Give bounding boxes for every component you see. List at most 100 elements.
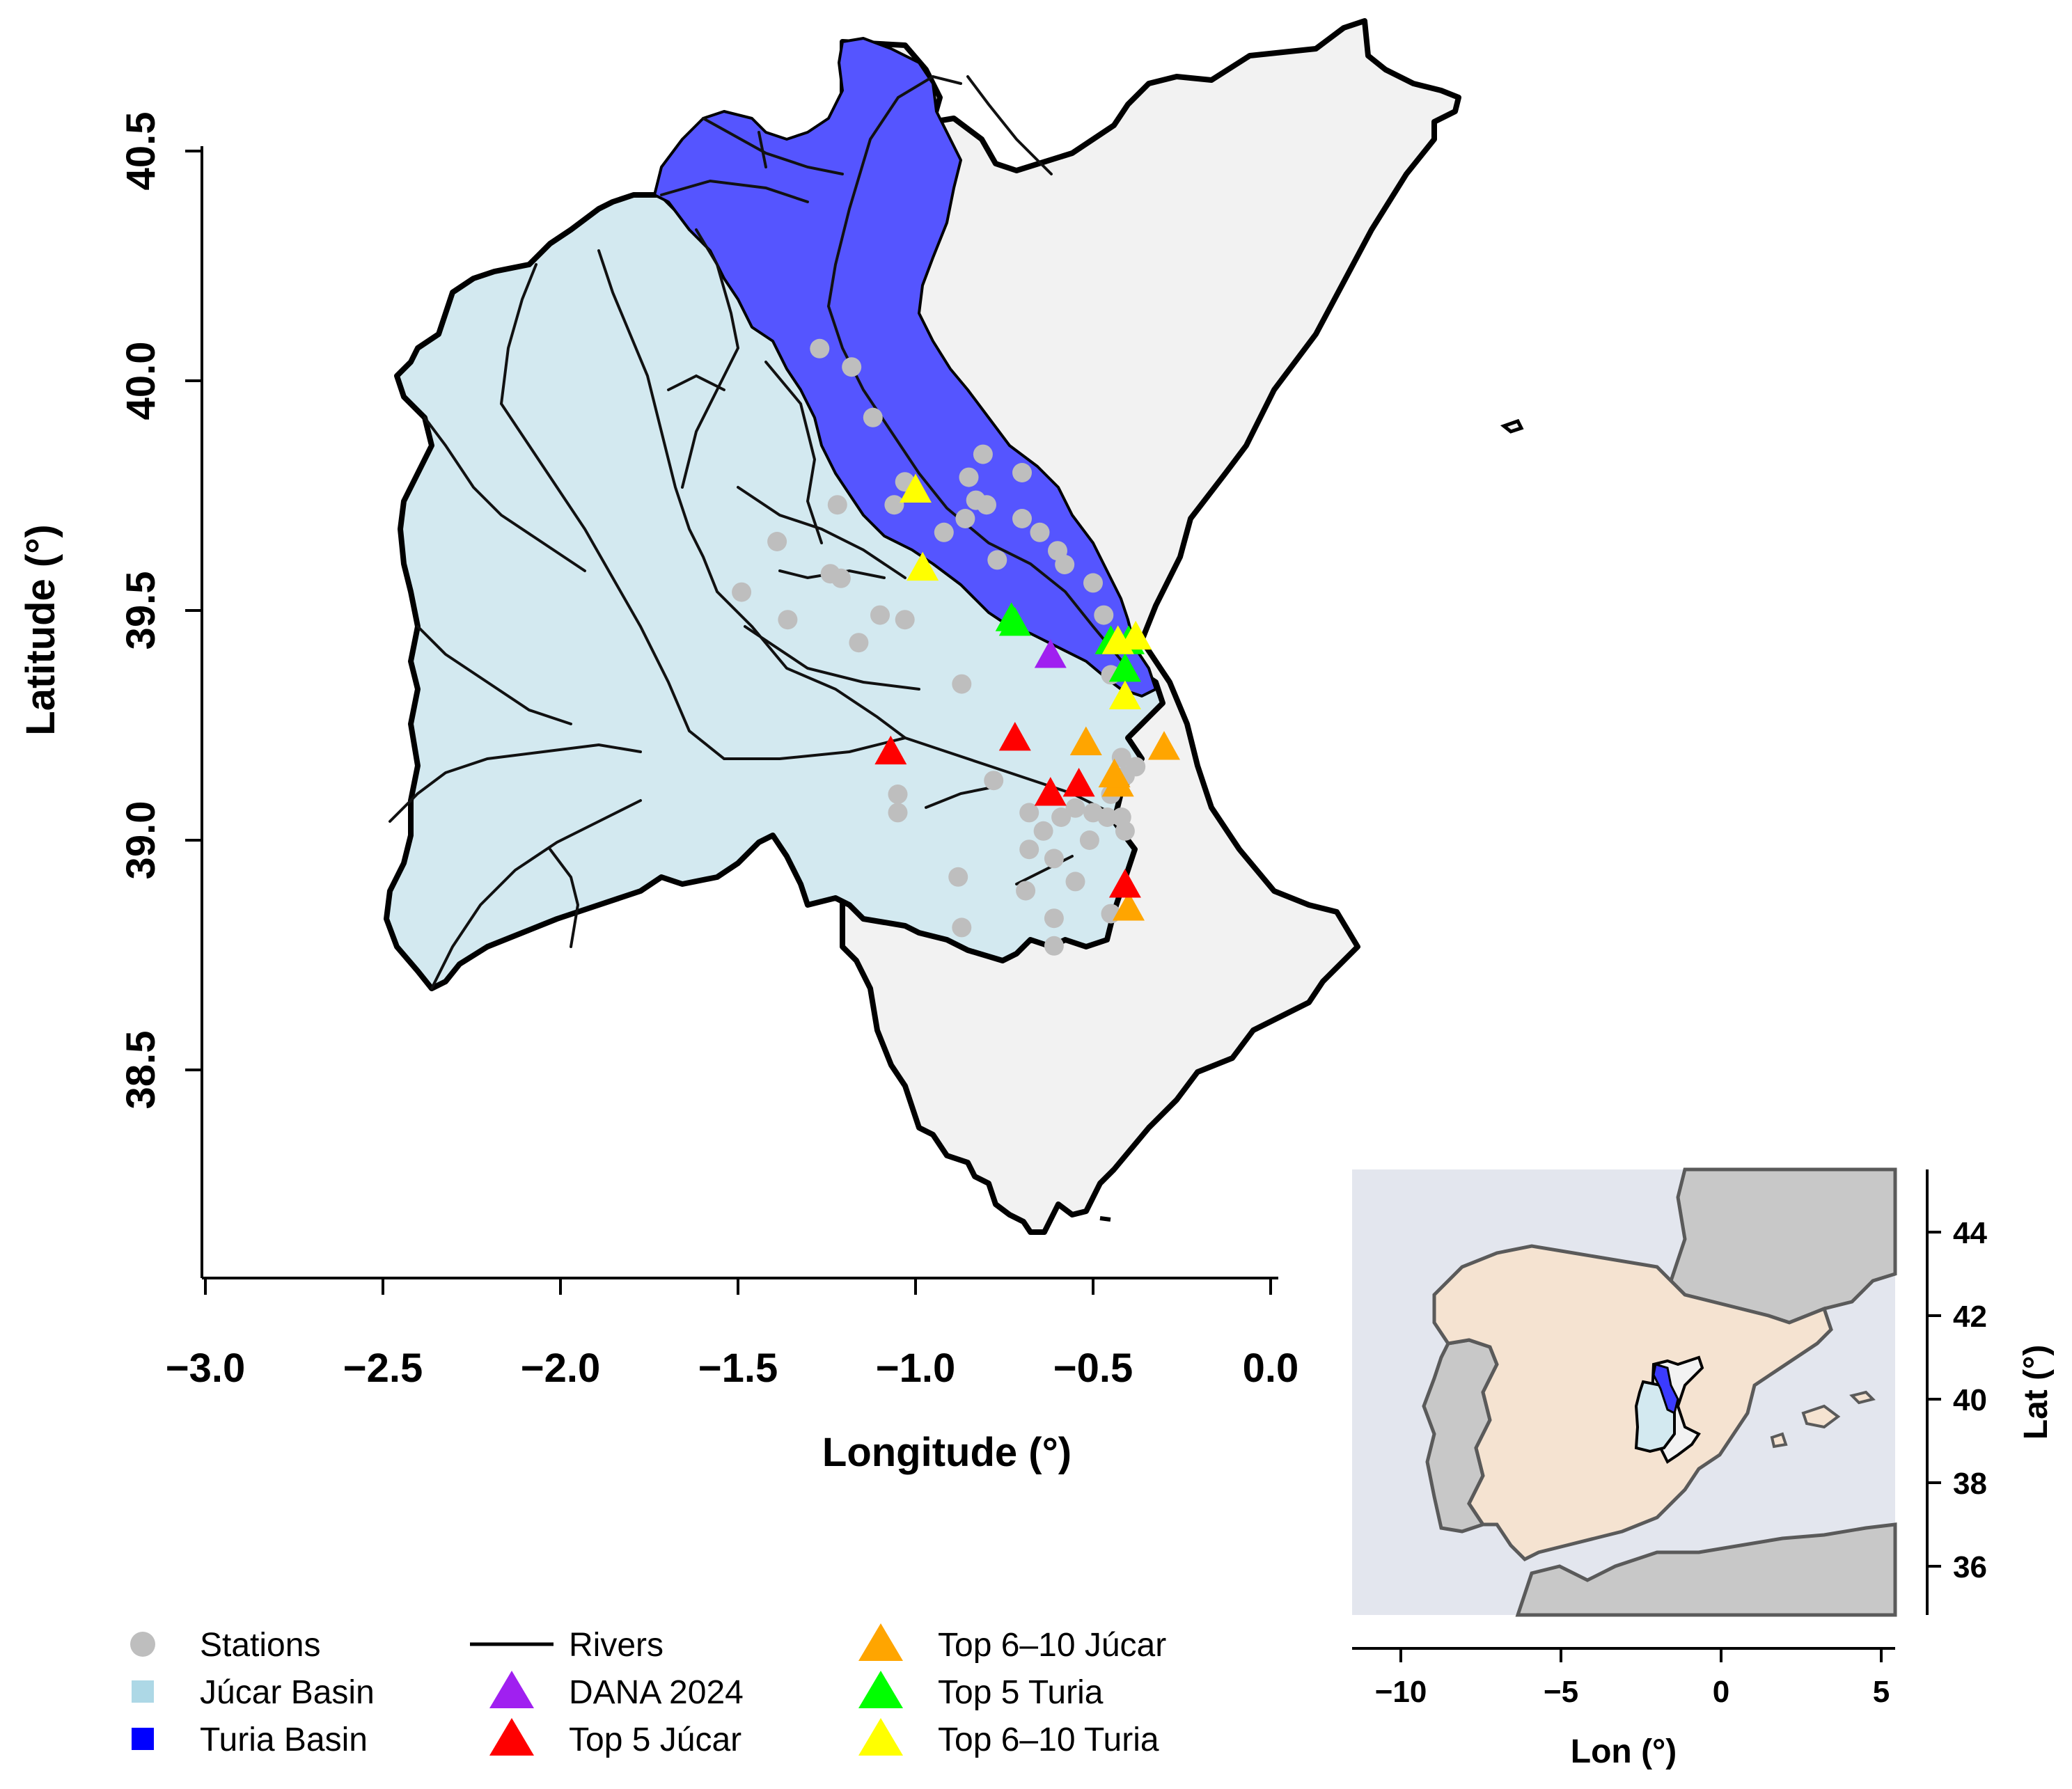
inset-x-tick-label: 0 xyxy=(1713,1675,1729,1709)
legend-label: Top 6–10 Júcar xyxy=(938,1627,1166,1664)
jucar-tributary-j xyxy=(430,799,642,990)
y-tick-label: 40.0 xyxy=(118,342,164,420)
legend-square-symbol xyxy=(132,1728,154,1750)
jucar-tributary-a xyxy=(681,228,740,489)
station-point xyxy=(1012,509,1032,528)
station-point xyxy=(1083,573,1103,593)
station-point xyxy=(934,522,954,542)
coast-fragment xyxy=(1099,1216,1111,1222)
turia-tributary-1 xyxy=(660,179,809,203)
turia-tributary-2 xyxy=(702,117,844,175)
legend-label: Rivers xyxy=(569,1627,664,1664)
inset-turia-basin xyxy=(1652,1363,1679,1415)
station-point xyxy=(767,532,787,551)
station-point xyxy=(827,495,847,515)
top6-10-jucar-marker xyxy=(1098,758,1131,788)
legend-triangle-symbol xyxy=(858,1718,903,1756)
station-point xyxy=(810,338,830,358)
legend-label: Top 6–10 Turia xyxy=(938,1721,1159,1758)
station-point xyxy=(1044,849,1064,869)
station-point xyxy=(1033,821,1053,841)
station-point xyxy=(1019,840,1039,860)
x-axis-ticks: −3.0 −2.5 −2.0 −1.5 −1.0 −0.5 0.0 xyxy=(166,1278,1298,1391)
station-point xyxy=(1044,936,1064,956)
station-point xyxy=(952,917,972,938)
inset-y-tick-label: 42 xyxy=(1953,1300,1987,1334)
x-tick-label: −2.5 xyxy=(343,1346,423,1391)
legend-triangle-symbol xyxy=(489,1718,534,1756)
legend-item: Top 6–10 Júcar xyxy=(858,1623,1166,1664)
inset-africa-polygon xyxy=(1515,1522,1897,1617)
dana-2024-marker xyxy=(1034,639,1067,668)
station-point xyxy=(863,407,883,427)
markers-layer xyxy=(874,473,1180,921)
legend-item: Turia Basin xyxy=(132,1721,368,1758)
jucar-tributary-k xyxy=(549,848,580,948)
inset-y-tick-label: 36 xyxy=(1953,1550,1987,1584)
station-point xyxy=(895,610,915,630)
jucar-tributary-f xyxy=(744,625,920,691)
x-tick-label: −2.0 xyxy=(521,1346,601,1391)
station-point xyxy=(948,867,968,887)
y-tick-label: 39.5 xyxy=(118,572,164,650)
station-point xyxy=(1079,830,1099,850)
station-point xyxy=(955,509,975,528)
inset-x-tick-label: 5 xyxy=(1873,1675,1890,1709)
jucar-tributary-i xyxy=(388,743,642,823)
top6-10-turia-marker xyxy=(900,473,932,503)
station-point xyxy=(842,357,862,377)
jucar-tributary-c xyxy=(764,361,823,544)
legend-circle-symbol xyxy=(130,1632,155,1657)
legend-triangle-symbol xyxy=(858,1623,903,1661)
legend-item: Júcar Basin xyxy=(132,1674,375,1711)
legend-item: Rivers xyxy=(470,1627,664,1664)
top6-10-jucar-marker xyxy=(1113,892,1145,921)
legend-item: Top 6–10 Turia xyxy=(858,1718,1159,1758)
top5-jucar-marker xyxy=(998,721,1031,751)
inset-x-axis-label: Lon (°) xyxy=(1571,1733,1677,1770)
jucar-tributary-d xyxy=(737,486,907,579)
legend-label: Júcar Basin xyxy=(200,1674,375,1711)
top5-jucar-marker xyxy=(874,735,907,765)
station-point xyxy=(831,568,851,588)
station-point xyxy=(888,785,908,804)
station-point xyxy=(888,803,908,823)
station-point xyxy=(1012,463,1032,482)
station-point xyxy=(849,633,869,653)
inset-map: −10 −5 0 5 36 38 40 42 44 Lon (°) Lat (°) xyxy=(1352,1167,2055,1770)
inset-x-tick-label: −5 xyxy=(1544,1675,1578,1709)
station-point xyxy=(1051,807,1072,827)
x-tick-label: −1.0 xyxy=(876,1346,956,1391)
top5-jucar-marker xyxy=(1034,777,1067,806)
x-axis-label: Longitude (°) xyxy=(822,1430,1072,1475)
top5-turia-marker xyxy=(1108,652,1141,682)
station-point xyxy=(1065,872,1085,892)
top6-10-jucar-marker xyxy=(1069,726,1102,755)
station-point xyxy=(870,605,890,625)
legend-item: Top 5 Turia xyxy=(858,1671,1104,1711)
jucar-tributary-l xyxy=(925,785,997,809)
y-tick-label: 39.0 xyxy=(118,801,164,880)
stations-layer xyxy=(732,338,1146,956)
jucar-tributary-b xyxy=(667,374,725,391)
y-axis: 38.5 39.0 39.5 40.0 40.5 Latitude (°) xyxy=(18,112,203,1278)
station-point xyxy=(884,495,904,515)
station-point xyxy=(732,582,752,602)
x-tick-label: −3.0 xyxy=(166,1346,246,1391)
inset-x-axis-ticks: −10 −5 0 5 xyxy=(1375,1648,1890,1709)
station-point xyxy=(973,444,993,464)
inset-y-tick-label: 38 xyxy=(1953,1467,1987,1501)
y-tick-label: 38.5 xyxy=(118,1031,164,1110)
jucar-river-main xyxy=(597,249,1115,816)
inset-y-tick-label: 40 xyxy=(1953,1383,1987,1417)
jucar-tributary-g xyxy=(423,416,586,572)
jucar-tributary-cabriel xyxy=(499,263,907,760)
inset-x-tick-label: −10 xyxy=(1375,1675,1427,1709)
inset-y-axis-label: Lat (°) xyxy=(2018,1345,2055,1440)
legend-label: Stations xyxy=(200,1627,320,1664)
station-point xyxy=(984,771,1004,791)
top6-10-turia-marker xyxy=(1108,680,1141,709)
legend-square-symbol xyxy=(132,1680,154,1703)
station-point xyxy=(1065,798,1085,818)
